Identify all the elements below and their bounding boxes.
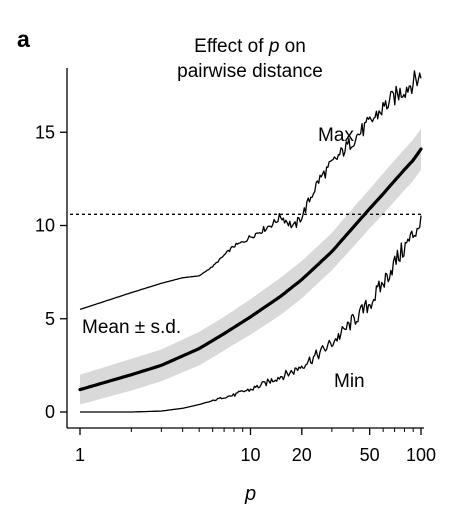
annotation-mean-sd: Mean ± s.d.: [82, 317, 181, 338]
x-tick-label: 100: [406, 445, 436, 465]
title-part2: on: [279, 36, 306, 57]
x-axis-label: p: [244, 483, 256, 505]
title-line2: pairwise distance: [177, 61, 323, 82]
annotation-max: Max: [318, 125, 354, 146]
title-variable: p: [268, 36, 280, 57]
max-series-line: [79, 70, 422, 311]
y-tick-label: 15: [35, 122, 55, 142]
x-tick-label: 10: [240, 445, 260, 465]
panel-label: a: [17, 26, 30, 52]
x-tick-label: 20: [292, 445, 312, 465]
annotation-min: Min: [334, 371, 365, 392]
mean-series-line: [78, 147, 423, 392]
y-tick-label: 0: [45, 402, 55, 422]
title-part1: Effect of: [194, 36, 269, 57]
y-tick-label: 5: [45, 309, 55, 329]
chart-title: Effect of p on pairwise distance: [120, 34, 380, 84]
x-tick-label: 50: [360, 445, 380, 465]
y-tick-label: 10: [35, 216, 55, 236]
x-tick-label: 1: [75, 445, 85, 465]
min-series-line: [80, 215, 422, 413]
sd-band: [80, 128, 421, 405]
